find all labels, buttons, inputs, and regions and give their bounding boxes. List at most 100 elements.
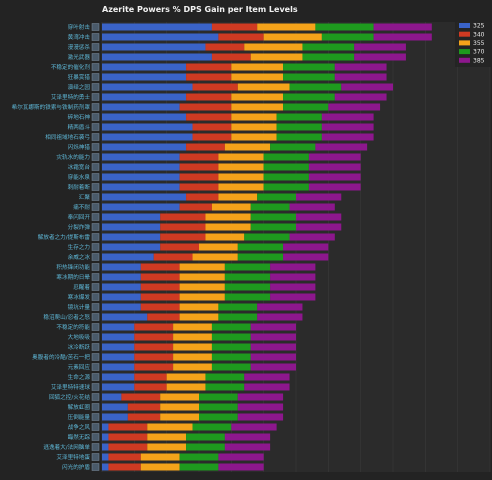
category-label: 寒冰期的日晕	[56, 273, 90, 281]
bar-segment-385	[308, 183, 361, 191]
bar-segment-355	[224, 143, 271, 151]
category-label: 希尔瓦娜斯的铁索与铁制药剂罩	[12, 103, 91, 111]
bar-segment-355	[231, 63, 284, 71]
bar-segment-385	[289, 233, 335, 241]
bar-segment-340	[186, 113, 232, 121]
power-icon	[91, 393, 100, 401]
power-icon	[91, 123, 100, 131]
bar-segment-325	[102, 133, 193, 141]
category-label: 穿能水泉	[68, 173, 91, 181]
power-icon	[91, 293, 100, 301]
bar-segment-340	[192, 123, 232, 131]
category-label: 臨然无踪	[68, 433, 91, 441]
bar-segment-385	[283, 253, 329, 261]
bar-segment-325	[102, 63, 187, 71]
bar-segment-385	[257, 313, 303, 321]
bar-segment-325	[102, 113, 187, 121]
bar-segment-325	[102, 403, 128, 411]
bar-segment-355	[173, 323, 212, 331]
power-icon	[91, 223, 100, 231]
category-label: 碎地石神	[68, 113, 91, 121]
bar-segment-325	[102, 333, 135, 341]
power-icon	[91, 423, 100, 431]
bar-segment-370	[186, 433, 225, 441]
bar-segment-340	[134, 333, 174, 341]
power-icon	[91, 273, 100, 281]
bar-segment-355	[166, 373, 206, 381]
bar-segment-370	[263, 163, 309, 171]
bar-segment-370	[205, 383, 245, 391]
bar-segment-370	[237, 243, 284, 251]
bar-segment-355	[192, 253, 238, 261]
category-label: 艾泽里特特速球	[51, 383, 91, 391]
power-icon	[91, 463, 100, 471]
bar-segment-370	[257, 193, 296, 201]
bar-segment-355	[147, 433, 187, 441]
bar-segment-340	[192, 83, 238, 91]
bar-segment-340	[121, 393, 161, 401]
category-label: 闪烁神猎	[68, 143, 91, 151]
category-label: 战争之风	[68, 423, 91, 431]
category-label: 冰霜宽台	[68, 163, 91, 171]
power-icon	[91, 63, 100, 71]
category-label: 汇聚	[79, 193, 91, 201]
bar-segment-325	[102, 173, 180, 181]
bar-segment-340	[134, 373, 167, 381]
bar-segment-340	[140, 273, 180, 281]
bar-segment-370	[283, 63, 335, 71]
bar-segment-370	[218, 303, 258, 311]
category-label: 生命之源	[68, 373, 91, 381]
bar-segment-340	[140, 283, 180, 291]
bar-segment-370	[302, 43, 355, 51]
bar-segment-355	[160, 413, 199, 421]
category-label: 解放者之力/提斯布雷	[38, 233, 91, 241]
chart-title: Azerite Powers % DPS Gain per Item Level…	[102, 5, 298, 14]
legend-swatch	[459, 49, 470, 55]
bar-segment-385	[308, 153, 361, 161]
legend-label: 325	[473, 23, 485, 30]
bar-segment-385	[250, 343, 296, 351]
bar-segment-385	[289, 203, 335, 211]
power-icon	[91, 253, 100, 261]
bar-segment-355	[199, 243, 238, 251]
bar-segment-355	[218, 153, 264, 161]
bar-segment-355	[179, 273, 225, 281]
bar-segment-340	[179, 163, 219, 171]
bar-segment-340	[153, 253, 193, 261]
power-icon	[91, 143, 100, 151]
power-icon	[91, 233, 100, 241]
bar-segment-325	[102, 423, 109, 431]
bar-segment-355	[250, 53, 303, 61]
bar-segment-325	[102, 313, 148, 321]
power-icon	[91, 193, 100, 201]
bar-segment-340	[205, 43, 245, 51]
bar-segment-355	[173, 363, 212, 371]
power-icon	[91, 283, 100, 291]
bar-segment-325	[102, 383, 135, 391]
bar-segment-385	[321, 133, 374, 141]
category-label: 激光武器	[68, 53, 91, 61]
bar-segment-370	[199, 413, 238, 421]
power-icon	[91, 323, 100, 331]
bar-segment-325	[102, 263, 141, 271]
bar-segment-340	[186, 93, 232, 101]
bar-segment-355	[173, 343, 212, 351]
category-label: 不稳定的符能	[56, 323, 90, 331]
power-icon	[91, 113, 100, 121]
bar-segment-355	[218, 193, 258, 201]
category-label: 痛不耐	[73, 203, 90, 211]
bar-segment-325	[102, 233, 161, 241]
bar-segment-355	[140, 463, 180, 471]
bar-segment-385	[341, 83, 393, 91]
bar-segment-370	[283, 93, 335, 101]
category-label: 镜坑计量	[68, 303, 91, 311]
power-icon	[91, 163, 100, 171]
bar-segment-325	[102, 223, 161, 231]
bar-segment-370	[199, 403, 238, 411]
bar-segment-370	[276, 123, 322, 131]
power-icon	[91, 213, 100, 221]
bar-segment-325	[102, 293, 141, 301]
bar-segment-325	[102, 213, 161, 221]
power-icon	[91, 303, 100, 311]
bar-segment-325	[102, 393, 122, 401]
